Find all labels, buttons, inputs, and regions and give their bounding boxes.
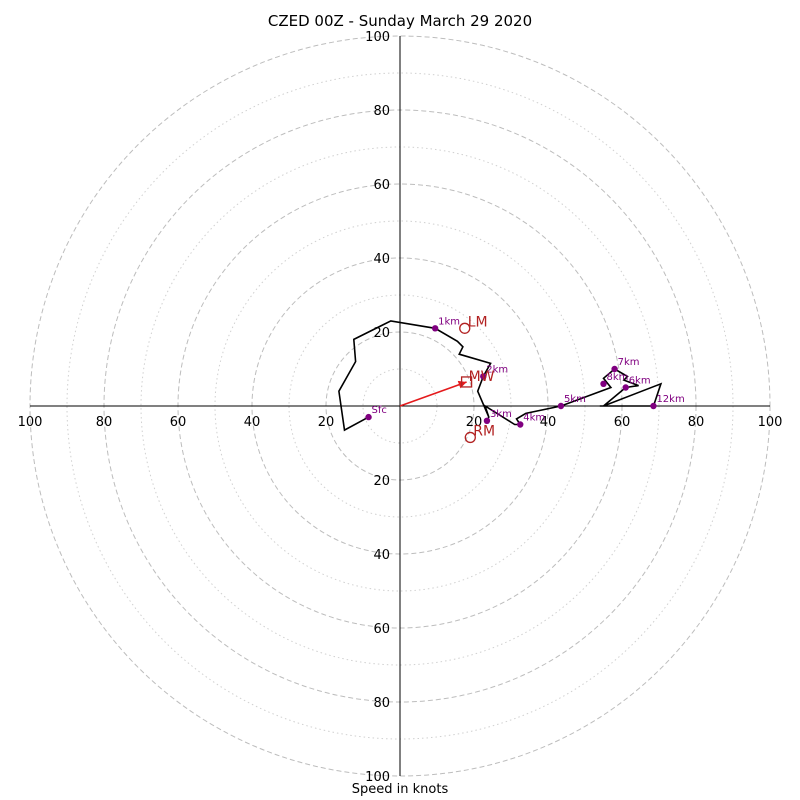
tick-label-left-60: 60 [170,415,187,430]
height-label-2km: 2km [486,364,508,375]
tick-label-left-40: 40 [244,415,261,430]
height-point-12km [650,402,657,410]
tick-label-left-20: 20 [318,415,335,430]
mean-wind-vector [399,380,467,407]
tick-label-bottom-60: 60 [373,622,390,637]
height-label-7km: 7km [618,357,640,368]
hodograph-trace [338,320,663,432]
height-point-8km [600,380,607,387]
height-point-Sfc [365,413,372,421]
height-point-2km [480,373,487,380]
height-point-5km [557,402,565,410]
height-label-8km: 8km [607,372,629,383]
tick-label-right-60: 60 [614,415,631,430]
tick-label-bottom-80: 80 [373,696,390,711]
rm-marker [464,431,476,444]
tick-label-right-80: 80 [688,415,705,430]
tick-label-top-100: 100 [365,30,390,45]
height-point-7km [611,365,618,373]
lm-label: LM [468,314,488,330]
tick-label-right-100: 100 [758,415,783,430]
height-point-6km [622,384,629,391]
height-label-3km: 3km [490,409,512,420]
height-label-5km: 5km [564,394,586,405]
axis-tick-labels: 20 20 20 20 40 40 40 40 60 60 60 60 80 80 80 80 100 100 10… [18,30,783,785]
mw-marker [460,376,473,388]
height-point-3km [483,417,491,424]
tick-label-top-80: 80 [373,104,390,119]
tick-label-top-40: 40 [373,252,390,267]
tick-label-left-80: 80 [96,415,113,430]
storm-motion-markers: LM RM MW [459,314,495,444]
mean-wind-arrow-line [399,381,467,407]
lm-marker [459,322,471,334]
height-points: Sfc 1km 2km 3km 4km 5km 6km 7km 8km 12km [365,316,685,428]
tick-label-bottom-20: 20 [373,474,390,489]
height-label-6km: 6km [629,376,651,387]
chart-title: CZED 00Z - Sunday March 29 2020 [267,12,533,30]
tick-label-top-20: 20 [373,326,390,341]
mw-label: MW [469,369,495,385]
tick-label-bottom-100: 100 [365,770,390,785]
tick-label-left-100: 100 [18,415,43,430]
height-label-12km: 12km [656,394,684,405]
height-point-1km [431,325,439,332]
height-point-4km [517,421,524,428]
tick-label-right-40: 40 [540,415,557,430]
height-label-4km: 4km [523,413,545,424]
x-axis-label: Speed in knots [351,782,449,797]
hodograph-line [338,320,663,432]
height-label-Sfc: Sfc [372,405,387,416]
rm-label: RM [473,423,495,439]
tick-label-right-20: 20 [466,415,483,430]
height-label-1km: 1km [438,316,460,327]
tick-label-bottom-40: 40 [373,548,390,563]
tick-label-top-60: 60 [373,178,390,193]
